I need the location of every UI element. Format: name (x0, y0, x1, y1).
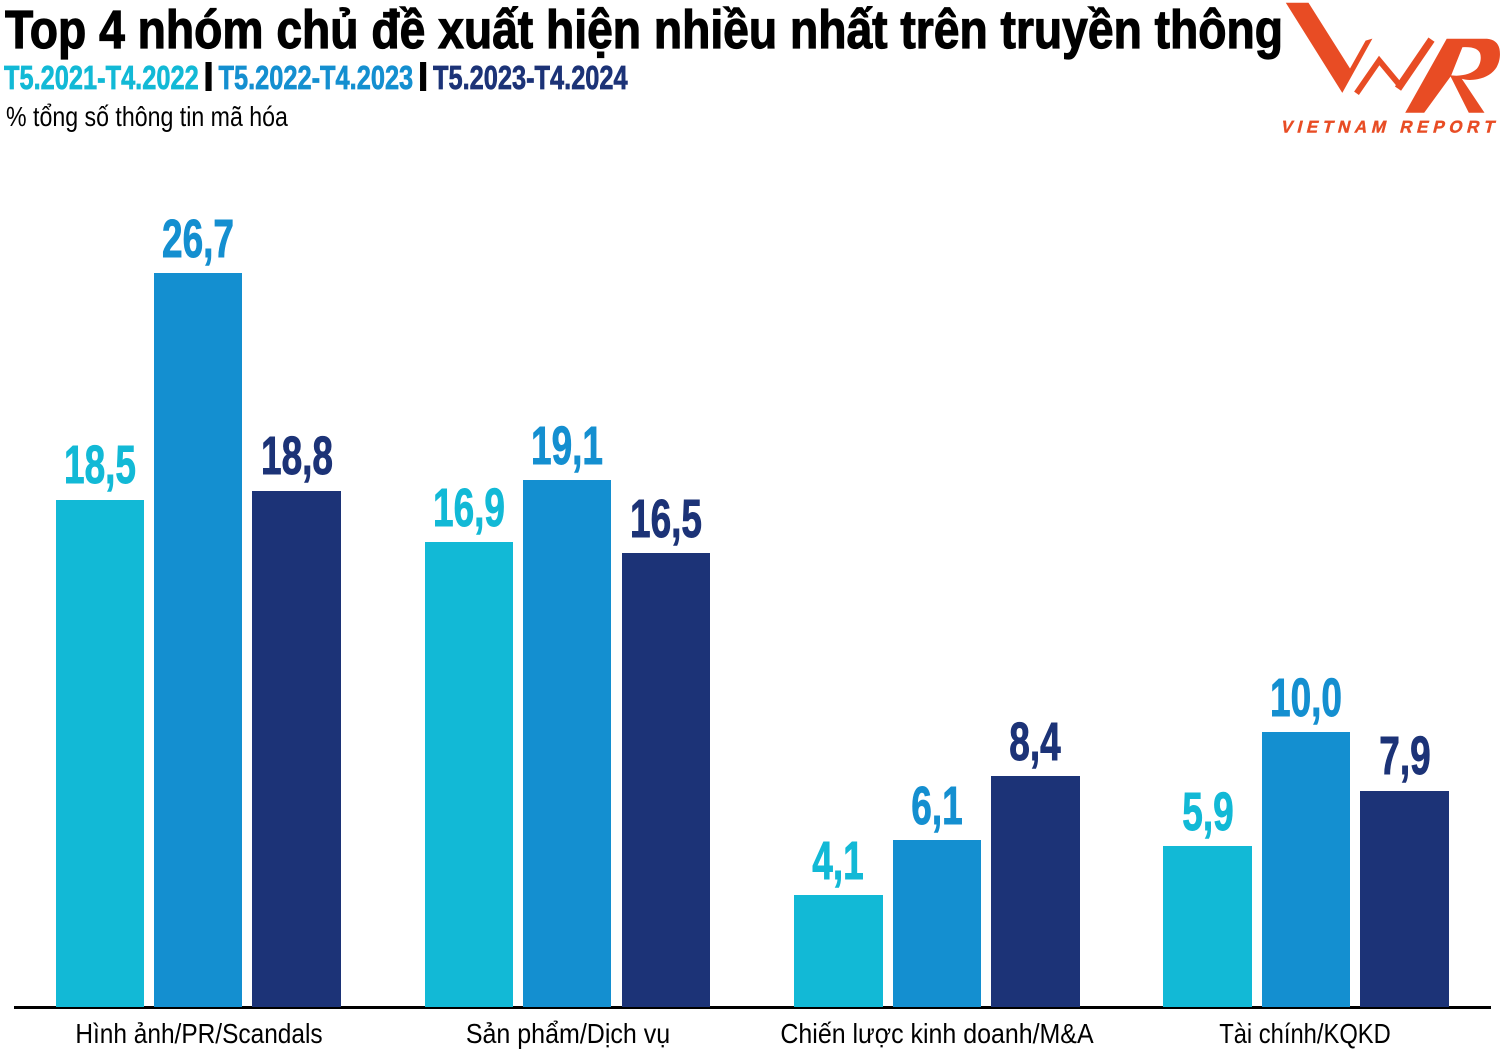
svg-text:VIETNAM REPORT: VIETNAM REPORT (1280, 117, 1500, 137)
